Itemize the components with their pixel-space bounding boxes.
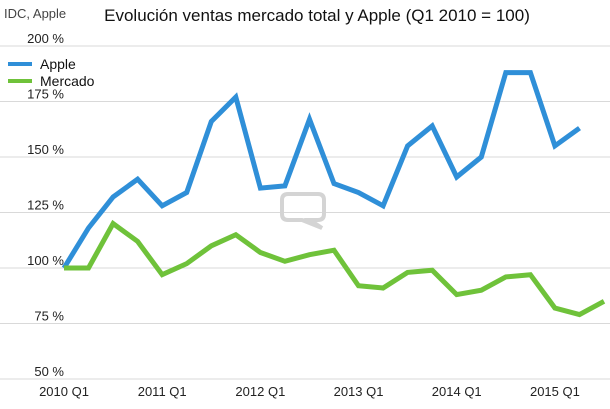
chart-title: Evolución ventas mercado total y Apple (… bbox=[104, 6, 530, 25]
y-tick-label: 200 % bbox=[27, 31, 64, 46]
x-tick-label: 2014 Q1 bbox=[432, 384, 482, 399]
y-tick-label: 125 % bbox=[27, 198, 64, 213]
x-axis-ticks: 2010 Q1 2011 Q1 2012 Q1 2013 Q1 2014 Q1 2015 … bbox=[39, 384, 580, 399]
y-tick-label: 175 % bbox=[27, 87, 64, 102]
series-lines bbox=[61, 70, 606, 318]
x-tick-label: 2015 Q1 bbox=[530, 384, 580, 399]
y-tick-label: 75 % bbox=[34, 309, 64, 324]
watermark-logo bbox=[280, 192, 326, 230]
x-tick-label: 2012 Q1 bbox=[235, 384, 285, 399]
y-tick-label: 50 % bbox=[34, 364, 64, 379]
source-note: IDC, Apple bbox=[4, 6, 67, 21]
y-axis-ticks: 50 % 75 % 100 % 125 % 150 % 175 % 200 % bbox=[27, 31, 64, 379]
x-tick-label: 2011 Q1 bbox=[138, 384, 187, 399]
x-tick-label: 2010 Q1 bbox=[39, 384, 89, 399]
x-tick-label: 2013 Q1 bbox=[334, 384, 384, 399]
legend-label-mercado: Mercado bbox=[40, 73, 95, 89]
grid-lines bbox=[0, 45, 610, 380]
y-tick-label: 100 % bbox=[27, 253, 64, 268]
legend-label-apple: Apple bbox=[40, 56, 76, 72]
y-tick-label: 150 % bbox=[27, 142, 64, 157]
series-line-apple bbox=[61, 70, 581, 270]
series-line-mercado bbox=[64, 219, 606, 318]
